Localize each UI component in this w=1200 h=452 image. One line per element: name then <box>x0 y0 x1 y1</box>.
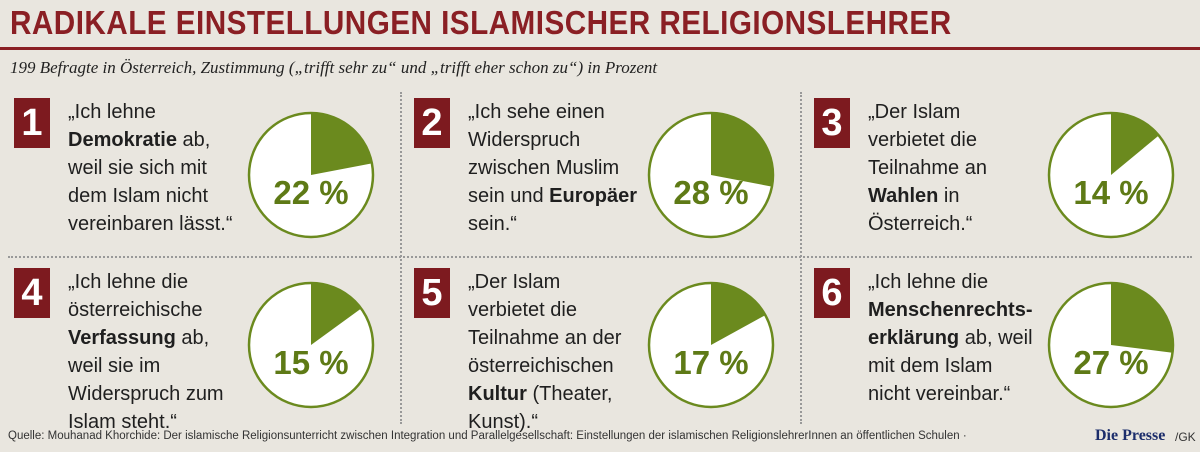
credit-suffix: /GK <box>1175 430 1196 444</box>
pie-chart <box>1047 281 1175 409</box>
chart-subtitle: 199 Befragte in Österreich, Zustimmung (… <box>10 58 658 77</box>
source-note: Quelle: Mouhanad Khorchide: Der islamisc… <box>8 430 967 442</box>
pie-slice-agree <box>1111 283 1173 353</box>
pie-card-3: 3 „Der Islam verbietet die Teilnahme an W… <box>808 92 1186 250</box>
item-number: 4 <box>14 268 50 318</box>
statement-text: „Der Islam verbietet die Teilnahme an de… <box>468 271 622 433</box>
pie-chart <box>247 281 375 409</box>
pie-card-4: 4 „Ich lehne die österreichische Verfassu… <box>8 262 386 433</box>
pie-slice-agree <box>311 283 362 345</box>
publisher-logo: Die Presse <box>1095 427 1166 444</box>
statement-text: „Ich lehne Demokratie ab, weil sie sich … <box>68 101 233 235</box>
item-number: 1 <box>14 98 50 148</box>
item-number: 5 <box>414 268 450 318</box>
pie-chart <box>247 111 375 239</box>
percent-label: 27 % <box>1073 344 1149 381</box>
pie-slice-agree <box>711 113 773 187</box>
pie-slice-agree <box>711 283 766 345</box>
percent-label: 28 % <box>673 174 749 211</box>
percent-label: 22 % <box>273 174 349 211</box>
statement-text: „Ich lehne die österreichische Verfassun… <box>68 271 224 433</box>
item-number: 3 <box>814 98 850 148</box>
statement-text: „Ich lehne die Menschenrechts-erklärung … <box>868 271 1033 405</box>
pie-slice-agree <box>1111 113 1159 175</box>
horizontal-divider <box>8 256 1192 258</box>
vertical-divider-2 <box>800 92 802 424</box>
vertical-divider-1 <box>400 92 402 424</box>
pie-card-2: 2 „Ich sehe einen Widerspruch zwischen Mu… <box>408 92 786 250</box>
chart-title: RADIKALE EINSTELLUNGEN ISLAMISCHER RELIG… <box>10 4 952 41</box>
title-divider <box>0 47 1200 50</box>
percent-label: 14 % <box>1073 174 1149 211</box>
statement-text: „Ich sehe einen Widerspruch zwischen Mus… <box>468 101 637 235</box>
pie-slice-agree <box>311 113 372 175</box>
pie-card-6: 6 „Ich lehne die Menschenrechts-erklärung… <box>808 262 1186 420</box>
pie-chart <box>647 111 775 239</box>
pie-chart <box>1047 111 1175 239</box>
item-number: 2 <box>414 98 450 148</box>
pie-chart <box>647 281 775 409</box>
pie-card-1: 1 „Ich lehne Demokratie ab, weil sie sich… <box>8 92 386 250</box>
percent-label: 17 % <box>673 344 749 381</box>
pie-card-5: 5 „Der Islam verbietet die Teilnahme an d… <box>408 262 786 433</box>
percent-label: 15 % <box>273 344 349 381</box>
item-number: 6 <box>814 268 850 318</box>
statement-text: „Der Islam verbietet die Teilnahme an Wa… <box>868 101 987 235</box>
